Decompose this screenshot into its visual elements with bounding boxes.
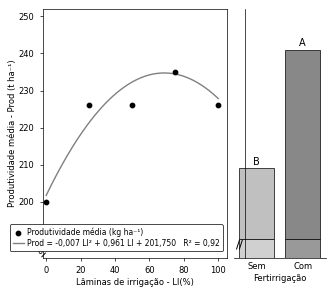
X-axis label: Lâminas de irrigação - LI(%): Lâminas de irrigação - LI(%) — [76, 278, 194, 287]
Prod = -0,007 LI² + 0,961 LI + 201,750   R² = 0,92 — [44, 194, 48, 197]
Text: B: B — [253, 157, 260, 167]
Prod = -0,007 LI² + 0,961 LI + 201,750   R² = 0,92 — [149, 73, 153, 76]
Produtividade média (kg ha⁻¹) — [173, 70, 178, 74]
Y-axis label: Produtividade média - Prod (t ha⁻¹): Produtividade média - Prod (t ha⁻¹) — [8, 59, 17, 207]
Text: 0: 0 — [38, 247, 43, 256]
Prod = -0,007 LI² + 0,961 LI + 201,750   R² = 0,92 — [216, 97, 220, 100]
Prod = -0,007 LI² + 0,961 LI + 201,750   R² = 0,92 — [162, 71, 166, 75]
Produtividade média (kg ha⁻¹) — [87, 103, 92, 108]
Bar — [240, 168, 274, 239]
Produtividade média (kg ha⁻¹) — [43, 200, 49, 204]
Legend: Produtividade média (kg ha⁻¹), Prod = -0,007 LI² + 0,961 LI + 201,750   R² = 0,9: Produtividade média (kg ha⁻¹), Prod = -0… — [10, 224, 223, 251]
Produtividade média (kg ha⁻¹) — [215, 103, 221, 108]
Line: Prod = -0,007 LI² + 0,961 LI + 201,750   R² = 0,92: Prod = -0,007 LI² + 0,961 LI + 201,750 R… — [46, 73, 218, 195]
Prod = -0,007 LI² + 0,961 LI + 201,750   R² = 0,92 — [45, 192, 49, 196]
Prod = -0,007 LI² + 0,961 LI + 201,750   R² = 0,92 — [190, 78, 194, 81]
Bar — [286, 239, 320, 258]
Text: A: A — [299, 38, 306, 48]
Prod = -0,007 LI² + 0,961 LI + 201,750   R² = 0,92 — [201, 84, 205, 88]
Prod = -0,007 LI² + 0,961 LI + 201,750   R² = 0,92 — [146, 73, 150, 77]
Bar — [286, 50, 320, 239]
X-axis label: Fertirrigação: Fertirrigação — [253, 274, 306, 283]
Prod = -0,007 LI² + 0,961 LI + 201,750   R² = 0,92 — [147, 73, 151, 77]
Bar — [240, 239, 274, 258]
Produtividade média (kg ha⁻¹) — [130, 103, 135, 108]
